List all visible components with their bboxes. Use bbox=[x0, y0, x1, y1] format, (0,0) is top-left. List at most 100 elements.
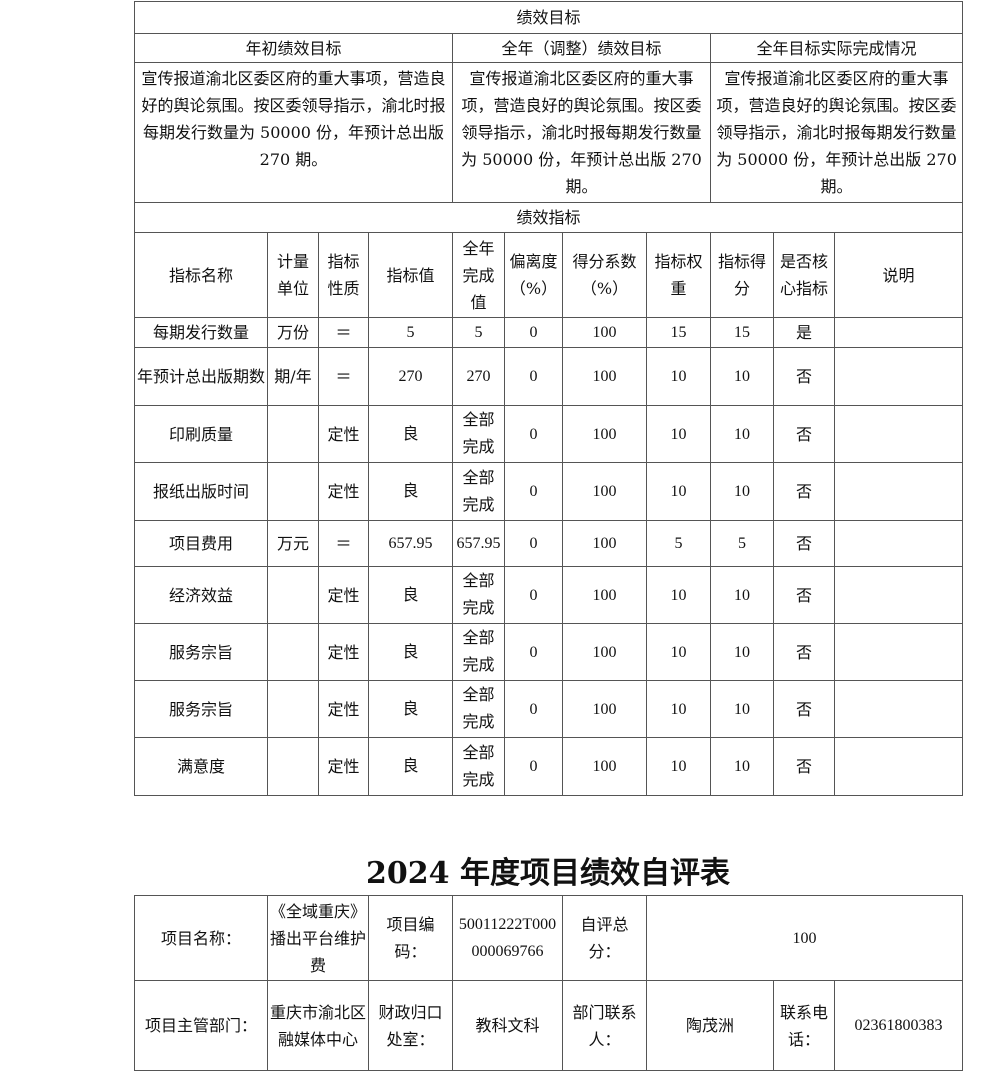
indicator-cell: 报纸出版时间 bbox=[134, 462, 268, 521]
indicator-cell: 5 bbox=[452, 317, 505, 348]
indicator-cell: 年预计总出版期数 bbox=[134, 347, 268, 406]
indicator-header: 得分系数（%） bbox=[562, 232, 647, 318]
indicator-cell: 印刷质量 bbox=[134, 405, 268, 463]
indicator-cell: 期/年 bbox=[267, 347, 319, 406]
indicator-cell: 100 bbox=[562, 680, 647, 738]
indicator-cell: 良 bbox=[368, 405, 453, 463]
indicator-cell: 全部完成 bbox=[452, 462, 505, 521]
form-title: 2024 年度项目绩效自评表 bbox=[366, 856, 730, 891]
goal-text-actual: 宣传报道渝北区委区府的重大事项，营造良好的舆论氛围。按区委领导指示，渝北时报每期… bbox=[709, 62, 964, 203]
indicator-header: 全年完成值 bbox=[452, 232, 505, 318]
indicator-row: 项目费用 万元＝ 657.95 657.95 0 100 5 5 否 bbox=[134, 520, 964, 567]
indicator-cell: 服务宗旨 bbox=[134, 623, 268, 681]
indicator-row: 服务宗旨 定性良全部完成 0 100 10 10 否 bbox=[134, 623, 964, 681]
indicator-cell: 10 bbox=[646, 623, 711, 681]
indicator-cell: 定性 bbox=[318, 566, 369, 624]
indicator-cell: 0 bbox=[504, 347, 563, 406]
indicator-cell bbox=[833, 317, 964, 348]
indicator-cell: 0 bbox=[504, 405, 563, 463]
indicator-cell: 定性 bbox=[318, 462, 369, 521]
indicator-cell: 良 bbox=[368, 462, 453, 521]
indicator-cell: 否 bbox=[773, 462, 835, 521]
project-info-table: 项目名称： 《全域重庆》播出平台维护费 项目编码： 50011222T00000… bbox=[134, 895, 964, 1071]
indicator-cell: 100 bbox=[562, 520, 647, 567]
indicator-cell bbox=[267, 566, 319, 624]
indicator-cell: 全部完成 bbox=[452, 623, 505, 681]
indicator-cell: 良 bbox=[368, 623, 453, 681]
indicator-cell: 全部完成 bbox=[452, 680, 505, 738]
indicator-cell: 0 bbox=[504, 462, 563, 521]
performance-table: 绩效目标 年初绩效目标 全年（调整）绩效目标 全年目标实际完成情况 宣传报道渝北… bbox=[133, 1, 964, 796]
indicator-row: 印刷质量 定性良全部完成 0 100 10 10 否 bbox=[134, 405, 964, 463]
indicator-cell: 10 bbox=[646, 680, 711, 738]
indicator-cell: 10 bbox=[710, 462, 774, 521]
indicator-header: 指标得分 bbox=[710, 232, 774, 318]
indicator-cell bbox=[833, 680, 964, 738]
indicator-cell: 良 bbox=[368, 566, 453, 624]
indicator-cell: 10 bbox=[646, 566, 711, 624]
indicator-cell: 100 bbox=[562, 317, 647, 348]
indicator-cell: 经济效益 bbox=[134, 566, 268, 624]
indicator-cell: 全部完成 bbox=[452, 405, 505, 463]
indicator-cell: 0 bbox=[504, 566, 563, 624]
indicator-row: 经济效益 定性良全部完成 0 100 10 10 否 bbox=[134, 566, 964, 624]
indicator-cell bbox=[267, 623, 319, 681]
indicator-cell: 100 bbox=[562, 623, 647, 681]
indicator-cell: 10 bbox=[710, 680, 774, 738]
indicator-cell: 100 bbox=[562, 737, 647, 796]
project-code-label: 项目编码： bbox=[368, 895, 453, 981]
indicator-cell: 否 bbox=[773, 566, 835, 624]
dept: 重庆市渝北区融媒体中心 bbox=[267, 980, 369, 1071]
indicator-cell: ＝ bbox=[318, 317, 369, 348]
indicator-cell: ＝ bbox=[318, 520, 369, 567]
indicator-cell: 15 bbox=[646, 317, 711, 348]
indicator-cell: 10 bbox=[646, 737, 711, 796]
indicator-cell: 否 bbox=[773, 520, 835, 567]
indicator-cell: 10 bbox=[710, 405, 774, 463]
indicator-row: 服务宗旨 定性良全部完成 0 100 10 10 否 bbox=[134, 680, 964, 738]
goal-header-adjusted: 全年（调整）绩效目标 bbox=[452, 33, 711, 63]
indicator-cell: 万元 bbox=[267, 520, 319, 567]
indicator-cell: 657.95 bbox=[452, 520, 505, 567]
indicator-cell: 10 bbox=[646, 405, 711, 463]
project-code: 50011222T000000069766 bbox=[452, 895, 563, 981]
indicator-cell: 0 bbox=[504, 317, 563, 348]
indicator-cell: 10 bbox=[710, 566, 774, 624]
indicator-cell bbox=[833, 566, 964, 624]
indicator-cell: 100 bbox=[562, 347, 647, 406]
indicator-header: 指标值 bbox=[368, 232, 453, 318]
indicator-cell: 定性 bbox=[318, 623, 369, 681]
indicator-cell: 满意度 bbox=[134, 737, 268, 796]
goal-text-adjusted: 宣传报道渝北区委区府的重大事项，营造良好的舆论氛围。按区委领导指示，渝北时报每期… bbox=[452, 62, 711, 203]
indicator-cell: 良 bbox=[368, 680, 453, 738]
indicator-cell: 每期发行数量 bbox=[134, 317, 268, 348]
indicator-cell bbox=[833, 623, 964, 681]
indicator-cell: 项目费用 bbox=[134, 520, 268, 567]
indicator-cell: 是 bbox=[773, 317, 835, 348]
contact-label: 部门联系人： bbox=[562, 980, 647, 1071]
finance: 教科文科 bbox=[452, 980, 563, 1071]
phone-label: 联系电话： bbox=[773, 980, 835, 1071]
self-score-label: 自评总分： bbox=[562, 895, 647, 981]
indicator-row: 年预计总出版期数 期/年＝ 270 270 0 100 10 10 否 bbox=[134, 347, 964, 406]
indicator-row: 满意度 定性良全部完成 0 100 10 10 否 bbox=[134, 737, 964, 796]
indicator-cell: 10 bbox=[646, 347, 711, 406]
indicator-cell bbox=[267, 737, 319, 796]
indicator-cell: 0 bbox=[504, 623, 563, 681]
indicator-cell: 0 bbox=[504, 680, 563, 738]
indicator-cell: 万份 bbox=[267, 317, 319, 348]
indicator-cell bbox=[833, 405, 964, 463]
indicator-cell: 全部完成 bbox=[452, 566, 505, 624]
indicator-cell: 否 bbox=[773, 405, 835, 463]
goal-header-initial: 年初绩效目标 bbox=[134, 33, 453, 63]
indicator-cell bbox=[267, 405, 319, 463]
indicator-header: 是否核心指标 bbox=[773, 232, 835, 318]
indicator-cell bbox=[267, 680, 319, 738]
indicator-cell: ＝ bbox=[318, 347, 369, 406]
contact: 陶茂洲 bbox=[646, 980, 774, 1071]
indicator-header: 指标权重 bbox=[646, 232, 711, 318]
indicator-row: 报纸出版时间 定性良全部完成 0 100 10 10 否 bbox=[134, 462, 964, 521]
dept-label: 项目主管部门： bbox=[134, 980, 268, 1071]
indicator-cell: 100 bbox=[562, 405, 647, 463]
indicators-section-title: 绩效指标 bbox=[133, 202, 964, 233]
